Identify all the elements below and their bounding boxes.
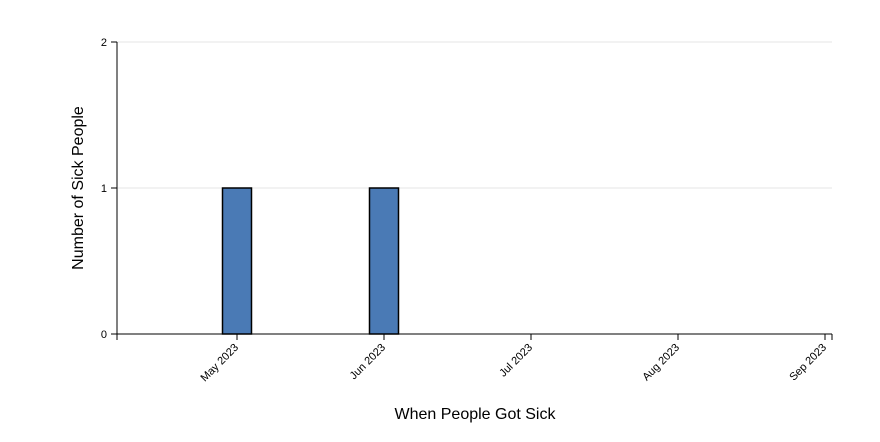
bar-jun-2023 <box>368 187 400 335</box>
x-tick-label: Jul 2023 <box>497 342 535 380</box>
y-tick-label: 2 <box>101 37 107 49</box>
x-tick-label: Jun 2023 <box>348 342 388 382</box>
bar-may-2023 <box>221 187 253 335</box>
y-tick-label: 0 <box>101 329 107 341</box>
x-axis-title: When People Got Sick <box>395 406 557 423</box>
bars <box>221 187 400 335</box>
x-tick-label: Aug 2023 <box>640 342 682 384</box>
axes: 0 1 2 May 2023 Jun 2023 Jul 2023 Aug 2023 Sep 2… <box>101 37 833 385</box>
gridlines <box>117 41 832 189</box>
y-axis-title: Number of Sick People <box>70 106 87 270</box>
x-tick-label: Sep 2023 <box>787 342 829 384</box>
y-tick-label: 1 <box>101 183 107 195</box>
x-tick-label: May 2023 <box>198 342 241 385</box>
